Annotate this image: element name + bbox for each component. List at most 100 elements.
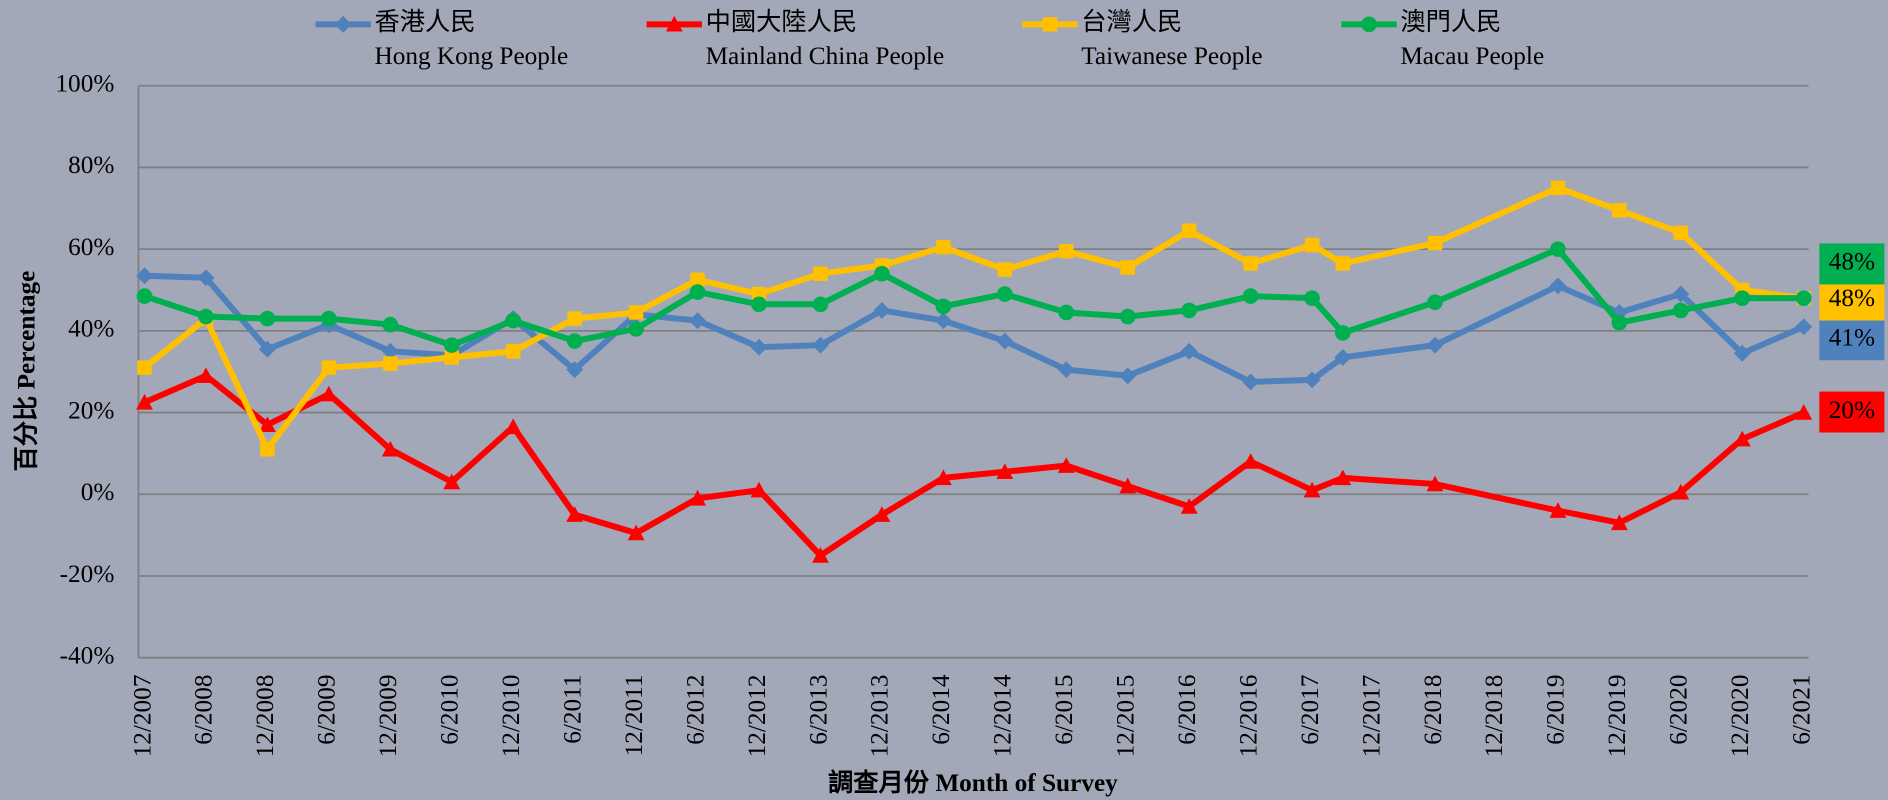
marker (258, 416, 276, 433)
marker (1795, 318, 1813, 336)
y-tick-label: 0% (81, 478, 115, 506)
marker (1242, 453, 1260, 469)
marker (197, 367, 215, 384)
marker (566, 361, 584, 379)
marker (1181, 223, 1197, 238)
marker (750, 481, 768, 498)
marker (1427, 294, 1443, 311)
marker (1672, 302, 1689, 319)
x-axis-title: 調查月份 Month of Survey (828, 768, 1118, 797)
marker (873, 506, 891, 522)
legend-label: 台灣人民 (1081, 8, 1182, 36)
marker (996, 463, 1014, 480)
marker (627, 524, 645, 541)
marker (1733, 344, 1751, 362)
marker (567, 311, 582, 326)
marker (321, 310, 337, 327)
marker (566, 333, 583, 349)
end-label: 41% (1829, 324, 1875, 352)
x-tick-label: 6/2008 (190, 675, 218, 745)
marker (1119, 367, 1137, 385)
legend-label: 澳門人民 (1400, 8, 1501, 36)
legend-label-en: Hong Kong People (374, 42, 568, 70)
marker (320, 385, 338, 402)
x-tick-label: 12/2007 (128, 675, 156, 758)
marker (1612, 203, 1627, 218)
marker (259, 310, 276, 327)
x-tick-label: 12/2016 (1234, 675, 1262, 758)
marker (1427, 235, 1443, 251)
marker (628, 305, 644, 320)
y-tick-label: 20% (68, 396, 114, 424)
y-tick-label: -40% (60, 641, 115, 669)
marker (1426, 475, 1444, 492)
x-tick-label: 6/2017 (1296, 675, 1324, 745)
marker (812, 547, 829, 563)
x-tick-label: 6/2015 (1050, 675, 1078, 745)
x-tick-label: 6/2019 (1542, 675, 1570, 745)
marker (381, 342, 399, 360)
x-tick-label: 12/2011 (620, 675, 648, 757)
marker (813, 266, 828, 281)
end-label: 20% (1829, 396, 1875, 424)
marker (1304, 290, 1320, 306)
x-tick-label: 12/2010 (497, 675, 525, 758)
x-tick-label: 12/2018 (1480, 675, 1508, 758)
x-tick-label: 12/2015 (1112, 675, 1140, 758)
y-tick-label: 60% (68, 233, 114, 261)
legend-label: 中國大陸人民 (706, 8, 858, 36)
x-tick-label: 12/2020 (1726, 675, 1754, 758)
marker (382, 316, 399, 333)
marker (689, 284, 706, 300)
end-label-box (1819, 279, 1885, 321)
marker (1042, 17, 1058, 32)
marker (665, 15, 683, 32)
marker (566, 506, 584, 522)
marker (1180, 498, 1198, 514)
x-tick-label: 6/2021 (1788, 675, 1816, 745)
marker (136, 393, 153, 410)
marker (443, 337, 460, 353)
x-tick-label: 6/2011 (558, 675, 586, 744)
y-tick-label: -20% (60, 560, 115, 588)
x-tick-label: 6/2013 (804, 675, 832, 745)
marker (1734, 290, 1751, 306)
marker (136, 267, 153, 285)
x-tick-label: 6/2016 (1173, 675, 1201, 745)
marker (137, 360, 152, 375)
marker (1334, 348, 1352, 366)
x-tick-label: 6/2020 (1665, 675, 1693, 745)
marker (1120, 260, 1135, 275)
marker (1058, 304, 1075, 321)
marker (321, 360, 337, 375)
marker (935, 298, 952, 315)
marker (1795, 290, 1812, 306)
marker (258, 340, 276, 358)
x-tick-label: 6/2018 (1419, 675, 1447, 745)
y-tick-label: 80% (68, 151, 114, 179)
marker (628, 320, 644, 337)
x-tick-label: 6/2014 (927, 674, 955, 745)
marker (1242, 288, 1259, 304)
marker (1119, 308, 1136, 325)
marker (1361, 16, 1377, 33)
marker (873, 301, 891, 319)
marker (383, 356, 398, 371)
marker (505, 312, 522, 329)
marker (1059, 243, 1074, 259)
legend-label-en: Mainland China People (706, 42, 945, 70)
marker (1303, 481, 1321, 498)
marker (690, 272, 705, 288)
marker (1673, 225, 1689, 241)
marker (934, 469, 952, 486)
marker (1180, 342, 1198, 360)
marker (812, 336, 829, 354)
marker (689, 312, 706, 330)
marker (505, 344, 521, 359)
marker (1243, 256, 1258, 271)
marker (443, 473, 461, 490)
end-label: 48% (1829, 248, 1875, 276)
marker (997, 262, 1013, 277)
